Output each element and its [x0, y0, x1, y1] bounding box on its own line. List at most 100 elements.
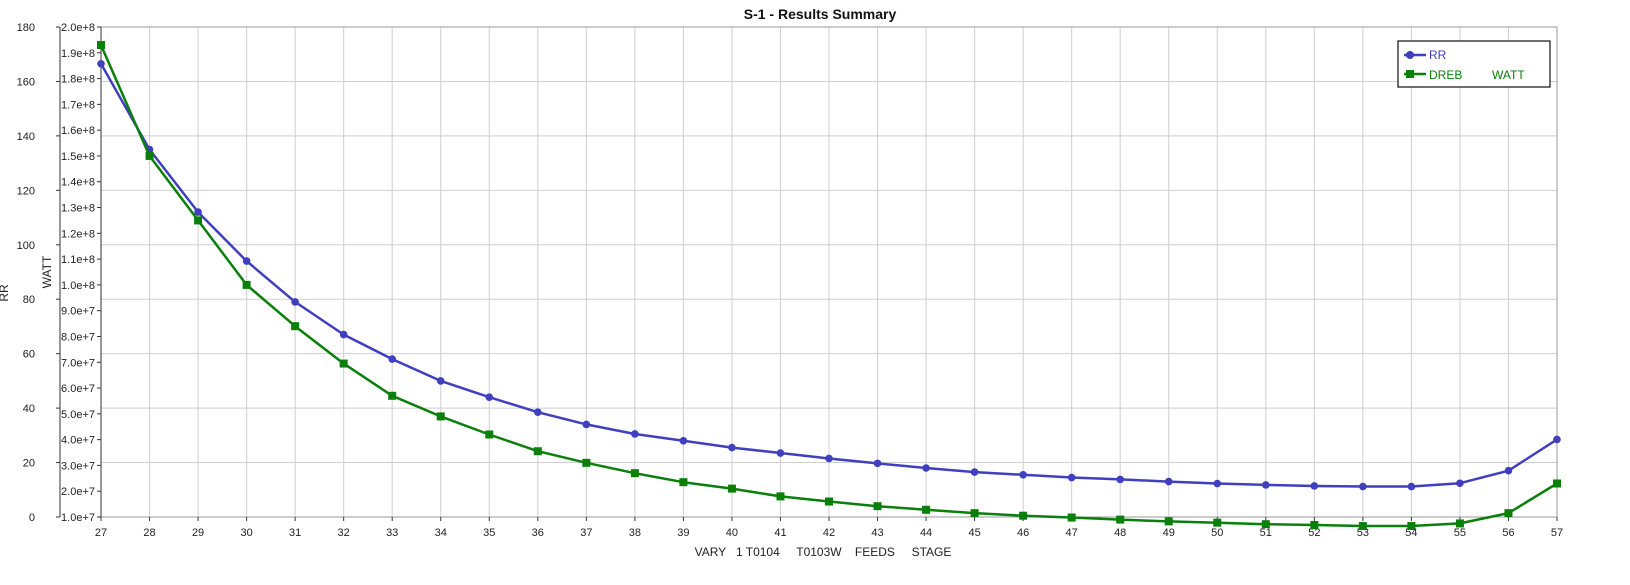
data-point-dreb: [1310, 520, 1319, 529]
data-point-dreb: [145, 151, 154, 160]
data-point-dreb: [1358, 522, 1367, 531]
data-point-rr: [1310, 482, 1319, 490]
data-point-dreb: [436, 412, 445, 421]
data-point-rr: [631, 430, 639, 438]
data-point-dreb: [1067, 513, 1076, 522]
right-tick-label: 1.4e+8: [61, 177, 95, 189]
data-point-dreb: [1504, 509, 1513, 518]
legend-dreb-label: DREB: [1429, 68, 1462, 82]
x-tick-label: 50: [1211, 527, 1223, 539]
right-tick-label: 1.6e+8: [61, 125, 95, 137]
x-tick-label: 48: [1114, 527, 1126, 539]
data-point-rr: [97, 59, 105, 68]
left-axis-ticks: 0 20 40 60 80 100 120 140 160 180: [17, 22, 60, 524]
right-tick-label: 1.2e+8: [61, 228, 95, 240]
data-point-dreb: [727, 484, 736, 493]
x-tick-label: 40: [726, 527, 738, 539]
data-point-dreb: [776, 492, 785, 501]
data-point-dreb: [339, 359, 348, 368]
right-tick-label: 1.0e+7: [61, 512, 95, 524]
x-tick-label: 27: [95, 527, 107, 539]
x-tick-label: 56: [1502, 527, 1514, 539]
x-tick-label: 46: [1017, 527, 1029, 539]
data-point-rr: [582, 420, 591, 429]
data-point-dreb: [1261, 520, 1270, 529]
data-point-rr: [339, 330, 348, 339]
series-layer: [97, 41, 1561, 531]
left-tick-label: 120: [17, 185, 35, 197]
data-point-dreb: [825, 497, 833, 506]
x-tick-label: 32: [338, 527, 350, 539]
x-tick-label: 35: [483, 527, 495, 539]
data-point-rr: [242, 257, 251, 265]
left-tick-label: 180: [17, 22, 35, 34]
right-axis-label: WATT: [40, 255, 54, 288]
right-tick-label: 2.0e+7: [61, 486, 95, 498]
left-tick-label: 140: [17, 131, 35, 143]
data-point-rr: [776, 449, 785, 457]
data-point-dreb: [630, 469, 639, 478]
data-point-rr: [1213, 479, 1222, 488]
x-tick-label: 51: [1260, 527, 1272, 539]
x-tick-label: 31: [289, 527, 301, 539]
right-tick-label: 1.0e+8: [61, 280, 95, 292]
right-tick-label: 1.8e+8: [61, 74, 95, 86]
data-point-rr: [1504, 466, 1513, 475]
right-tick-label: 7.0e+7: [61, 357, 95, 369]
x-tick-label: 33: [386, 527, 398, 539]
left-tick-label: 40: [23, 403, 35, 415]
x-tick-label: 29: [192, 527, 204, 539]
data-point-dreb: [1455, 519, 1464, 528]
grid: [100, 26, 1558, 518]
x-tick-label: 36: [532, 527, 544, 539]
data-point-rr: [1262, 481, 1270, 489]
left-axis-label: RR: [0, 284, 11, 302]
x-tick-label: 49: [1163, 527, 1175, 539]
x-tick-label: 30: [240, 527, 252, 539]
x-tick-label: 39: [677, 527, 689, 539]
x-tick-label: 52: [1308, 527, 1320, 539]
x-tick-label: 34: [435, 527, 447, 539]
data-point-rr: [679, 436, 688, 445]
data-point-rr: [1456, 479, 1464, 488]
right-tick-label: 3.0e+7: [61, 460, 95, 472]
data-point-rr: [1553, 435, 1561, 444]
data-point-rr: [1116, 475, 1124, 484]
x-axis-ticks: 27 28 29 30 31 32 33 34 35 36 37 38 39 40 41 42 43 44 45 46…: [95, 517, 1563, 539]
data-point-rr: [291, 298, 299, 306]
data-point-rr: [194, 208, 202, 216]
data-point-dreb: [679, 478, 688, 487]
data-point-dreb: [1213, 518, 1222, 527]
data-point-rr: [970, 468, 979, 476]
right-tick-label: 5.0e+7: [61, 409, 95, 421]
data-point-rr: [534, 408, 542, 416]
x-tick-label: 45: [968, 527, 980, 539]
right-tick-label: 8.0e+7: [61, 331, 95, 343]
right-tick-label: 1.9e+8: [61, 48, 95, 60]
legend: RR DREB WATT: [1397, 40, 1551, 88]
right-tick-label: 6.0e+7: [61, 383, 95, 395]
data-point-dreb: [970, 509, 979, 518]
x-axis-label: VARY 1 T0104 T0103W FEEDS STAGE: [695, 545, 952, 559]
data-point-dreb: [922, 505, 931, 514]
legend-box: [1397, 40, 1551, 88]
data-point-dreb: [485, 430, 494, 439]
data-point-dreb: [1116, 515, 1125, 524]
left-tick-label: 20: [23, 458, 35, 470]
data-point-rr: [1067, 473, 1076, 482]
data-point-rr: [1019, 471, 1027, 479]
right-tick-label: 1.5e+8: [61, 151, 95, 163]
x-tick-label: 55: [1454, 527, 1466, 539]
data-point-dreb: [873, 502, 882, 511]
data-point-rr: [1359, 482, 1367, 491]
right-tick-label: 9.0e+7: [61, 306, 95, 318]
legend-rr-label: RR: [1429, 48, 1447, 62]
data-point-rr: [873, 459, 882, 468]
legend-rr-marker-icon: [1406, 51, 1414, 59]
right-axis-ticks: 1.0e+7 2.0e+7 3.0e+7 4.0e+7 5.0e+7 6.0e+7 7.0e…: [61, 22, 101, 524]
data-point-dreb: [1553, 479, 1561, 488]
data-point-dreb: [1164, 517, 1173, 526]
data-point-dreb: [97, 41, 105, 50]
right-tick-label: 2.0e+8: [61, 22, 95, 34]
data-point-dreb: [242, 280, 251, 289]
